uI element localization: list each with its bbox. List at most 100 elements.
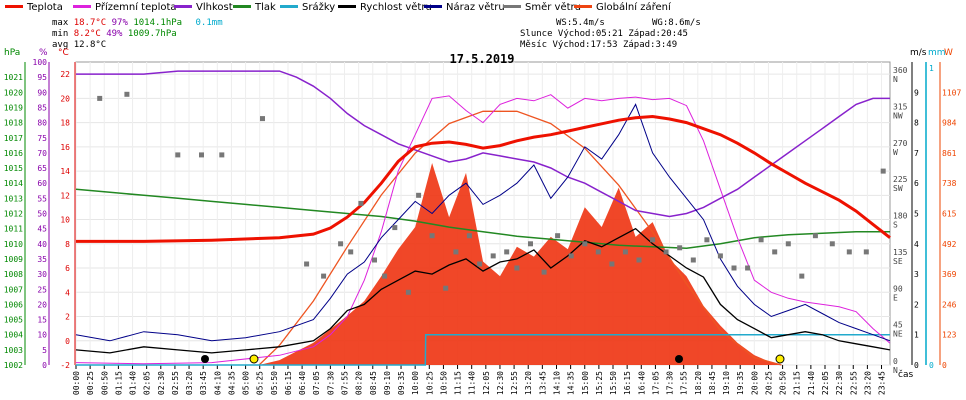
x-tick-label: 14:10 [552,371,561,395]
legend-item-temperature: Teplota [5,2,63,13]
wind-direction-point [392,225,398,231]
x-tick-label: 15:25 [595,371,604,395]
x-tick-label: 06:15 [284,371,293,395]
wind-direction-point [541,269,547,275]
wind-direction-point [490,253,496,259]
sun-moon-markers [201,354,785,364]
chart-legend: Teplota Přízemní teplota Vlhkost Tlak Sr… [0,0,966,16]
chart-date-title: 17.5.2019 [449,52,514,66]
pressure-tick-label: 1021 [4,73,23,82]
wind-direction-tick-label: 45 [893,321,903,330]
moon-info: Měsíc Východ:17:53 Západ:3:49 [520,40,678,50]
pressure-tick-label: 1005 [4,316,23,325]
stats-min-row: min 8.2°C 49% 1009.7hPa [52,29,177,39]
pressure-tick-label: 1012 [4,210,23,219]
stat-max-humidity: 97% [111,18,128,28]
pressure-line [75,188,890,250]
humidity-tick-label: 80 [37,119,47,128]
stat-max-pressure: 1014.1hPa [133,18,183,28]
wind-direction-point [260,116,265,122]
wind-speed-axis-unit: m/s [910,48,927,58]
legend-swatch [503,4,521,8]
rain-axis-unit: mm [928,48,946,58]
wind-direction-point [199,152,204,158]
temperature-tick-label: 2 [65,313,70,322]
x-tick-label: 03:20 [185,371,194,395]
legend-label: Vlhkost [196,2,233,13]
humidity-tick-label: 40 [37,240,47,249]
stat-label: min [52,29,69,39]
x-tick-label: 09:10 [383,371,392,395]
wind-direction-point [582,241,588,247]
wind-direction-point [443,285,449,291]
wind-direction-point [731,265,737,271]
wind-direction-point [453,249,459,255]
radiation-tick-label: 492 [942,240,957,249]
rain-tick-label: 1 [929,64,934,73]
radiation-tick-label: 369 [942,270,957,279]
wind-speed-tick-label: 3 [914,270,919,279]
wind-direction-point [622,249,628,255]
ground-temperature-line [75,94,891,365]
x-tick-label: 19:35 [736,371,745,395]
legend-label: Směr větru [525,2,581,13]
x-tick-label: 15:00 [581,371,590,395]
x-tick-label: 02:05 [143,371,152,395]
stats-max-row: max 18.7°C 97% 1014.1hPa 0.1mm [52,18,223,28]
stat-rain-total: 0.1mm [195,18,223,28]
wind-direction-compass-label: N [893,75,898,84]
x-tick-label: 00:25 [86,371,95,395]
x-tick-label: 19:10 [722,371,731,395]
temperature-tick-label: 4 [65,288,70,297]
time-axis-unit: čas [898,370,914,380]
radiation-tick-label: 0 [942,361,947,370]
pressure-tick-label: 1018 [4,119,23,128]
wind-direction-group [97,91,886,295]
humidity-axis-unit: % [39,48,48,58]
wind-gust-line [75,103,891,342]
wind-direction-point [338,241,344,247]
x-tick-label: 22:30 [835,371,844,395]
wind-direction-tick-label: 180 [893,212,908,221]
temperature-tick-label: -2 [60,361,70,370]
moonset-marker-icon [201,355,209,363]
temperature-tick-label: 12 [60,191,70,200]
wind-speed-tick-label: 6 [914,179,919,188]
wind-direction-point [717,253,723,259]
pressure-tick-label: 1019 [4,103,23,112]
x-tick-label: 21:15 [793,371,802,395]
x-tick-label: 12:05 [482,371,491,395]
x-tick-label: 04:10 [213,371,222,395]
x-tick-label: 23:45 [878,371,887,395]
pressure-tick-label: 1011 [4,225,23,234]
pressure-tick-label: 1017 [4,134,23,143]
legend-label: Srážky [302,2,336,13]
wind-direction-point [477,261,483,267]
wind-speed-tick-label: 8 [914,119,919,128]
wind-direction-point [704,237,710,243]
sunset-marker-icon [775,354,785,364]
temperature-tick-label: 14 [60,167,70,176]
temperature-tick-label: 16 [60,143,70,152]
wind-direction-compass-label: E [893,293,898,302]
wind-direction-compass-label: N [893,366,898,375]
wind-direction-point [405,289,411,295]
wind-speed-tick-label: 9 [914,88,919,97]
radiation-tick-label: 1107 [942,88,961,97]
humidity-tick-label: 20 [37,300,47,309]
wind-direction-point [124,91,130,97]
wind-direction-point [219,152,225,158]
x-tick-label: 08:45 [369,371,378,395]
x-tick-label: 20:50 [779,371,788,395]
wind-direction-point [863,249,869,255]
wind-direction-point [846,249,852,255]
wind-direction-point [466,233,472,239]
wind-direction-point [772,249,778,255]
x-tick-label: 21:40 [807,371,816,395]
wind-direction-point [677,245,683,251]
x-tick-label: 07:55 [341,371,350,395]
wind-direction-point [880,168,886,174]
x-tick-label: 07:05 [312,371,321,395]
legend-item-wind-direction: Směr větru [503,2,581,13]
wind-direction-tick-label: 0 [893,357,898,366]
